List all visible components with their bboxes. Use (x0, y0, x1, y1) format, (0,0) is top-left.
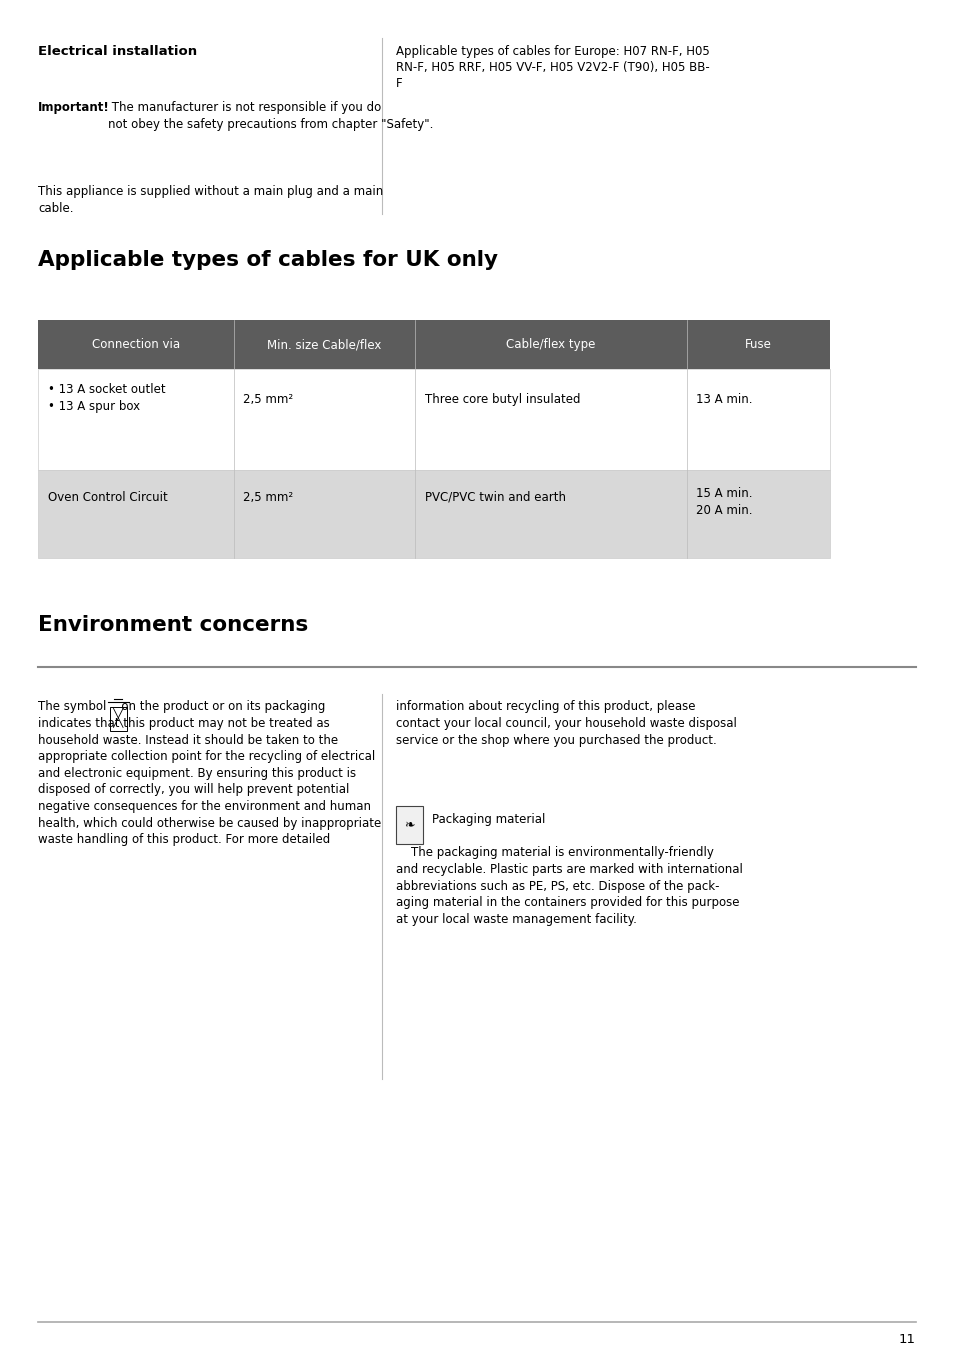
Text: Connection via: Connection via (91, 338, 180, 352)
Text: Important!: Important! (38, 101, 110, 115)
Text: Applicable types of cables for UK only: Applicable types of cables for UK only (38, 250, 497, 270)
Text: 15 A min.
20 A min.: 15 A min. 20 A min. (696, 487, 752, 516)
Text: Applicable types of cables for Europe: H07 RN-F, H05
RN-F, H05 RRF, H05 VV-F, H0: Applicable types of cables for Europe: H… (395, 45, 709, 91)
Text: • 13 A socket outlet
• 13 A spur box: • 13 A socket outlet • 13 A spur box (48, 383, 165, 414)
Text: Three core butyl insulated: Three core butyl insulated (424, 393, 579, 407)
Text: Electrical installation: Electrical installation (38, 45, 197, 58)
Text: information about recycling of this product, please
contact your local council, : information about recycling of this prod… (395, 700, 736, 746)
Text: Packaging material: Packaging material (432, 813, 545, 826)
Bar (38, 320, 829, 369)
Text: Environment concerns: Environment concerns (38, 615, 308, 635)
Text: Cable/flex type: Cable/flex type (506, 338, 595, 352)
Text: Fuse: Fuse (744, 338, 771, 352)
Text: The manufacturer is not responsible if you do
not obey the safety precautions fr: The manufacturer is not responsible if y… (108, 101, 433, 131)
Text: The symbol    on the product or on its packaging
indicates that this product may: The symbol on the product or on its pack… (38, 700, 381, 846)
Text: This appliance is supplied without a main plug and a main
cable.: This appliance is supplied without a mai… (38, 185, 383, 215)
Text: 13 A min.: 13 A min. (696, 393, 752, 407)
Text: 11: 11 (898, 1333, 915, 1347)
Bar (38, 369, 829, 470)
Bar (38, 470, 829, 558)
Text: 2,5 mm²: 2,5 mm² (243, 393, 294, 407)
Text: The packaging material is environmentally-friendly
and recyclable. Plastic parts: The packaging material is environmentall… (395, 846, 742, 926)
Text: ❧: ❧ (403, 818, 415, 831)
Text: 2,5 mm²: 2,5 mm² (243, 491, 294, 504)
Bar (395, 806, 422, 844)
Bar (110, 707, 127, 731)
Text: PVC/PVC twin and earth: PVC/PVC twin and earth (424, 491, 565, 504)
Text: Min. size Cable/flex: Min. size Cable/flex (267, 338, 381, 352)
Text: Oven Control Circuit: Oven Control Circuit (48, 491, 168, 504)
